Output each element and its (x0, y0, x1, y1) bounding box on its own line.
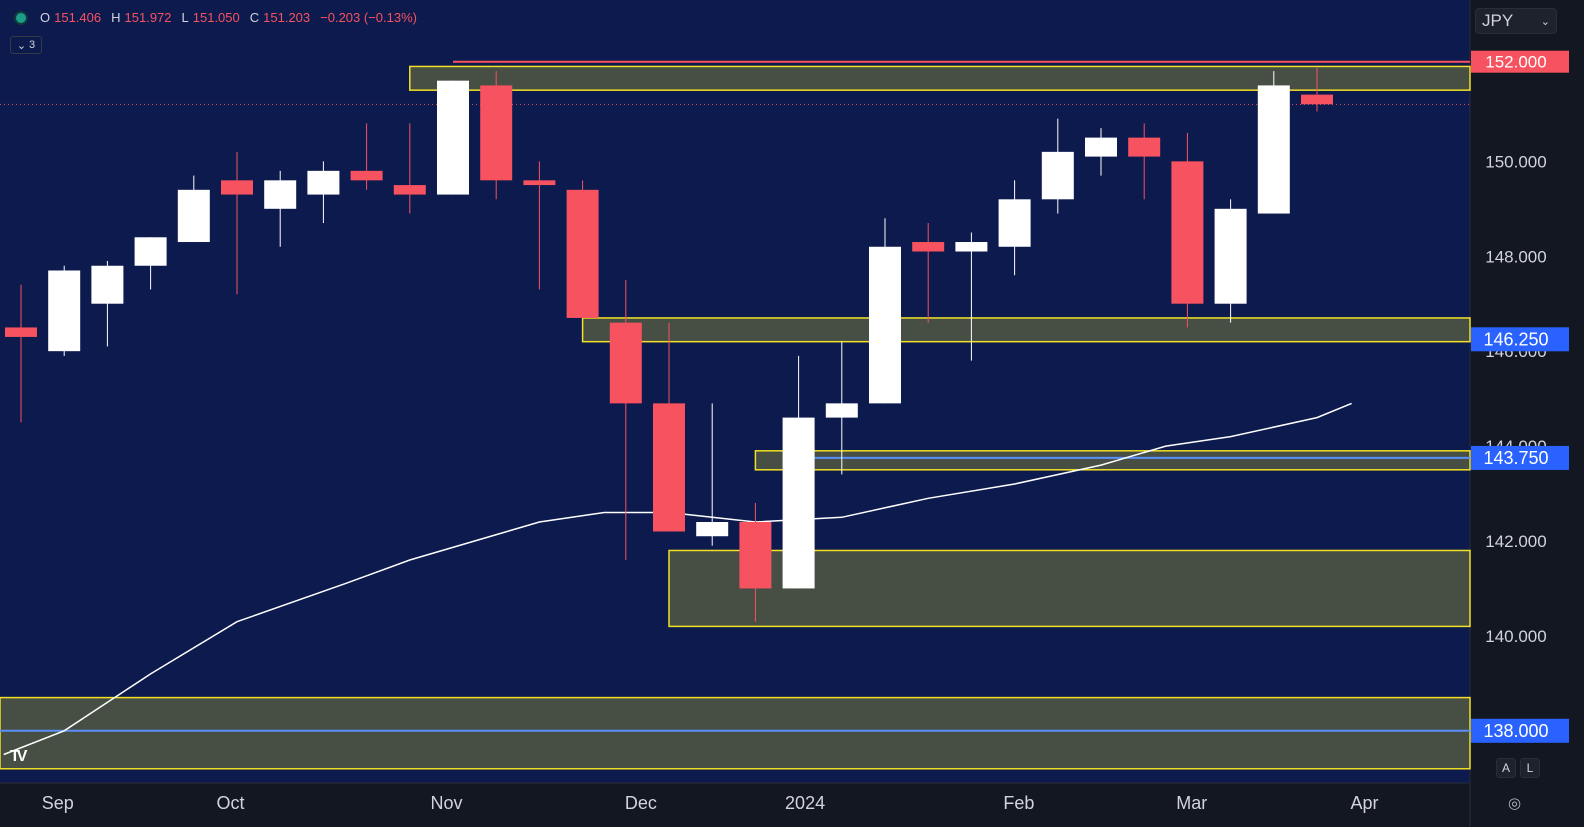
candle-body-up[interactable] (998, 199, 1031, 247)
candle-body-down[interactable] (1171, 161, 1204, 304)
candle-body-down[interactable] (1128, 137, 1161, 157)
red-line-price-box (1471, 50, 1569, 73)
time-axis-label: Feb (1003, 793, 1034, 813)
time-axis-label: 2024 (785, 793, 825, 813)
price-label: 138.000 (1483, 721, 1548, 741)
time-axis-label: Apr (1351, 793, 1379, 813)
candle-body-down[interactable] (5, 327, 37, 337)
zone-rectangle[interactable] (409, 65, 1471, 91)
candle-body-down[interactable] (609, 322, 642, 404)
candle-body-down[interactable] (1301, 94, 1333, 105)
price-label-box (1471, 327, 1569, 352)
symbol-status-icon (14, 10, 28, 25)
ohlc-legend: O 151.406 H 151.972 L 151.050 C 151.203 … (14, 10, 423, 25)
candle-body-down[interactable] (566, 189, 599, 318)
time-axis-label: Dec (625, 793, 657, 813)
high-value: 151.972 (124, 10, 172, 25)
price-label: 146.250 (1483, 329, 1548, 349)
low-value: 151.050 (192, 10, 240, 25)
symbol-label: JPY (1482, 11, 1514, 30)
chevron-down-icon: ⌄ (1540, 15, 1550, 28)
candle-body-down[interactable] (739, 522, 772, 589)
candle-body-up[interactable] (1085, 137, 1117, 157)
candle-body-up[interactable] (1257, 85, 1290, 214)
candle-body-up[interactable] (869, 246, 901, 404)
tradingview-logo-icon: TV (10, 748, 28, 765)
candle-body-up[interactable] (1214, 208, 1247, 304)
candle-body-up[interactable] (825, 403, 858, 418)
candle-body-up[interactable] (955, 242, 988, 252)
time-axis[interactable] (0, 783, 1470, 827)
candle-body-down[interactable] (653, 403, 685, 532)
open-label: O (40, 10, 51, 25)
candle-body-down[interactable] (221, 180, 253, 195)
price-label: 143.750 (1483, 448, 1548, 468)
zone-rectangle[interactable] (754, 450, 1471, 471)
price-axis[interactable] (1470, 0, 1584, 827)
candle-body-down[interactable] (912, 242, 945, 252)
price-tick-label: 140.000 (1485, 627, 1546, 646)
candle-body-down[interactable] (350, 170, 383, 181)
chevron-down-icon: ⌄ (16, 39, 27, 52)
high-label: H (111, 10, 121, 25)
candle-body-down[interactable] (393, 185, 426, 195)
price-label-box (1471, 445, 1569, 470)
candle-body-up[interactable] (91, 265, 124, 304)
candle-body-up[interactable] (1041, 151, 1074, 200)
candle-body-up[interactable] (696, 522, 729, 537)
candle-body-up[interactable] (48, 270, 81, 352)
indicators-collapse-button[interactable]: ⌄ 3 (10, 36, 42, 54)
price-label-box (1471, 718, 1569, 743)
candle-body-up[interactable] (307, 170, 340, 195)
symbol-search-button[interactable]: JPY ⌄ (1475, 8, 1557, 34)
close-label: C (249, 10, 260, 25)
price-tick-label: 142.000 (1485, 532, 1546, 551)
candle-body-up[interactable] (134, 237, 167, 266)
change-value: −0.203 (−0.13%) (320, 10, 417, 25)
low-label: L (181, 10, 189, 25)
candle-body-up[interactable] (437, 80, 469, 195)
plot-area[interactable] (0, 0, 1470, 783)
candle-body-down[interactable] (523, 180, 556, 186)
candle-body-down[interactable] (480, 85, 513, 181)
red-line-price-label: 152.000 (1485, 53, 1546, 72)
open-value: 151.406 (54, 10, 102, 25)
time-axis-label: Sep (42, 793, 74, 813)
auto-scale-button[interactable]: A (1496, 758, 1516, 778)
zone-rectangle[interactable] (0, 696, 1471, 770)
price-tick-label: 148.000 (1485, 247, 1546, 266)
close-value: 151.203 (263, 10, 311, 25)
candle-body-up[interactable] (177, 189, 210, 243)
price-tick-label: 150.000 (1485, 152, 1546, 171)
indicator-count: 3 (29, 39, 36, 51)
candle-body-up[interactable] (782, 417, 815, 589)
time-axis-label: Mar (1176, 793, 1207, 813)
settings-icon[interactable]: ◎ (1508, 795, 1522, 812)
candle-body-up[interactable] (264, 180, 297, 209)
log-scale-button[interactable]: L (1520, 758, 1540, 778)
time-axis-label: Nov (431, 793, 463, 813)
time-axis-label: Oct (217, 793, 245, 813)
zone-rectangle[interactable] (581, 317, 1471, 343)
